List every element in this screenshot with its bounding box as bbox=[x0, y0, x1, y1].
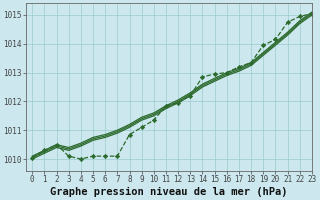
X-axis label: Graphe pression niveau de la mer (hPa): Graphe pression niveau de la mer (hPa) bbox=[50, 186, 288, 197]
